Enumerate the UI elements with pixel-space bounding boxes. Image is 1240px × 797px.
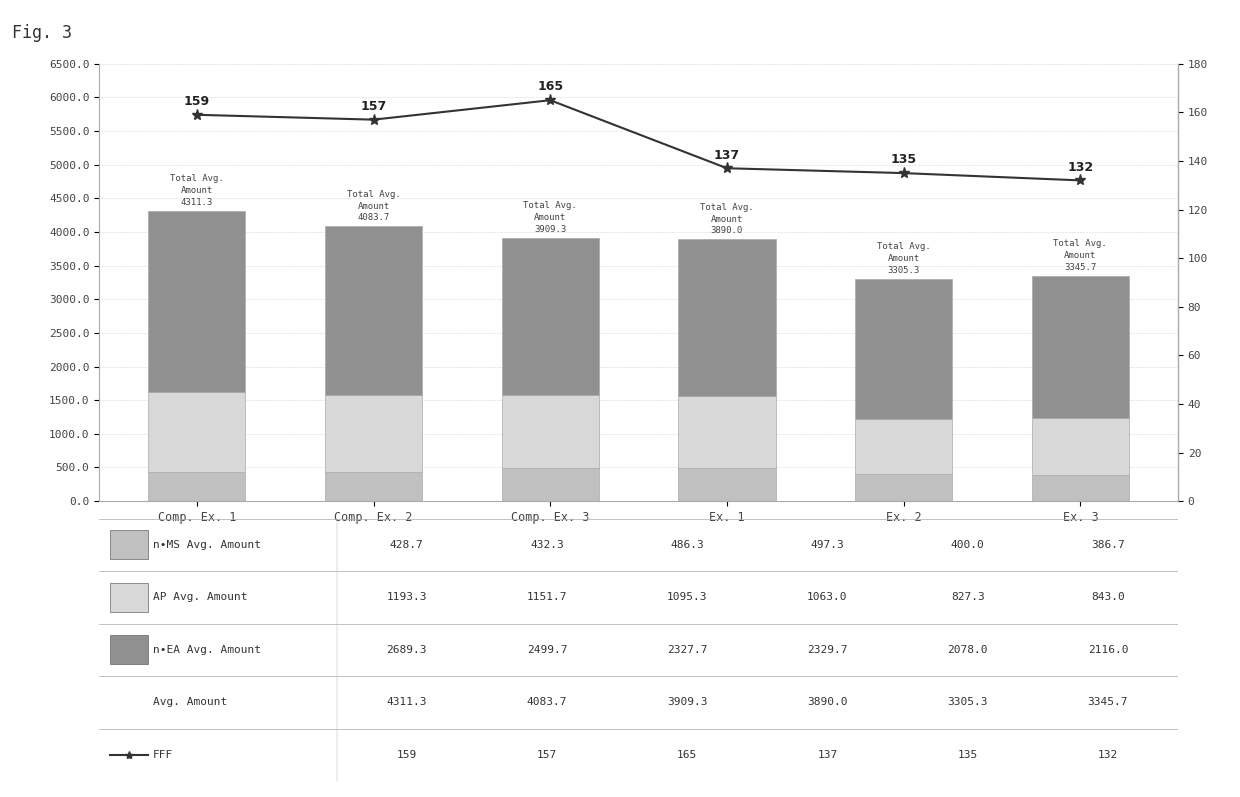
- Text: 386.7: 386.7: [1091, 540, 1125, 550]
- Text: AP Avg. Amount: AP Avg. Amount: [153, 592, 248, 603]
- Text: 827.3: 827.3: [951, 592, 985, 603]
- Text: 3345.7: 3345.7: [1087, 697, 1128, 707]
- Text: 4311.3: 4311.3: [387, 697, 427, 707]
- Text: 157: 157: [361, 100, 387, 113]
- Text: Avg. Amount: Avg. Amount: [153, 697, 227, 707]
- Text: 2116.0: 2116.0: [1087, 645, 1128, 655]
- Text: 165: 165: [537, 80, 563, 93]
- Bar: [149, 211, 246, 392]
- Text: 432.3: 432.3: [529, 540, 564, 550]
- Text: 2689.3: 2689.3: [387, 645, 427, 655]
- Text: 157: 157: [537, 750, 557, 760]
- Text: 486.3: 486.3: [671, 540, 704, 550]
- Text: 3890.0: 3890.0: [807, 697, 848, 707]
- Bar: [110, 583, 148, 612]
- Bar: [325, 395, 422, 472]
- Text: n•MS Avg. Amount: n•MS Avg. Amount: [153, 540, 262, 550]
- Bar: [325, 226, 422, 395]
- Text: 137: 137: [817, 750, 837, 760]
- Text: Fig. 3: Fig. 3: [12, 24, 72, 42]
- Text: 428.7: 428.7: [389, 540, 424, 550]
- Text: 132: 132: [1068, 161, 1094, 174]
- Text: Total Avg.
Amount
4083.7: Total Avg. Amount 4083.7: [347, 190, 401, 222]
- Text: 1151.7: 1151.7: [527, 592, 567, 603]
- Text: 2499.7: 2499.7: [527, 645, 567, 655]
- Bar: [856, 418, 952, 474]
- Bar: [502, 238, 599, 395]
- Text: 2329.7: 2329.7: [807, 645, 848, 655]
- Bar: [1032, 475, 1128, 501]
- Bar: [678, 239, 775, 396]
- Text: 843.0: 843.0: [1091, 592, 1125, 603]
- Text: 2327.7: 2327.7: [667, 645, 707, 655]
- Text: 497.3: 497.3: [811, 540, 844, 550]
- Text: 135: 135: [890, 153, 916, 167]
- Text: Total Avg.
Amount
3890.0: Total Avg. Amount 3890.0: [701, 202, 754, 235]
- Bar: [325, 472, 422, 501]
- Text: 3305.3: 3305.3: [947, 697, 988, 707]
- Bar: [502, 395, 599, 469]
- Text: 400.0: 400.0: [951, 540, 985, 550]
- Text: 159: 159: [184, 95, 210, 108]
- Bar: [678, 396, 775, 468]
- Bar: [149, 473, 246, 501]
- Text: 1063.0: 1063.0: [807, 592, 848, 603]
- Text: Total Avg.
Amount
3305.3: Total Avg. Amount 3305.3: [877, 242, 930, 275]
- Bar: [856, 279, 952, 418]
- Bar: [678, 468, 775, 501]
- Text: FFF: FFF: [153, 750, 174, 760]
- Text: 3909.3: 3909.3: [667, 697, 707, 707]
- Text: n•EA Avg. Amount: n•EA Avg. Amount: [153, 645, 262, 655]
- Text: Total Avg.
Amount
4311.3: Total Avg. Amount 4311.3: [170, 175, 223, 207]
- Text: 4083.7: 4083.7: [527, 697, 567, 707]
- Bar: [110, 635, 148, 664]
- Bar: [110, 531, 148, 559]
- Text: 2078.0: 2078.0: [947, 645, 988, 655]
- Text: 137: 137: [714, 148, 740, 162]
- Text: 135: 135: [957, 750, 978, 760]
- Text: 1095.3: 1095.3: [667, 592, 707, 603]
- Bar: [1032, 418, 1128, 475]
- Text: 165: 165: [677, 750, 697, 760]
- Text: 1193.3: 1193.3: [387, 592, 427, 603]
- Bar: [1032, 276, 1128, 418]
- Text: Total Avg.
Amount
3909.3: Total Avg. Amount 3909.3: [523, 202, 577, 234]
- Bar: [502, 469, 599, 501]
- Text: Total Avg.
Amount
3345.7: Total Avg. Amount 3345.7: [1054, 239, 1107, 272]
- Bar: [149, 392, 246, 473]
- Text: 159: 159: [397, 750, 417, 760]
- Text: 132: 132: [1097, 750, 1118, 760]
- Bar: [856, 474, 952, 501]
